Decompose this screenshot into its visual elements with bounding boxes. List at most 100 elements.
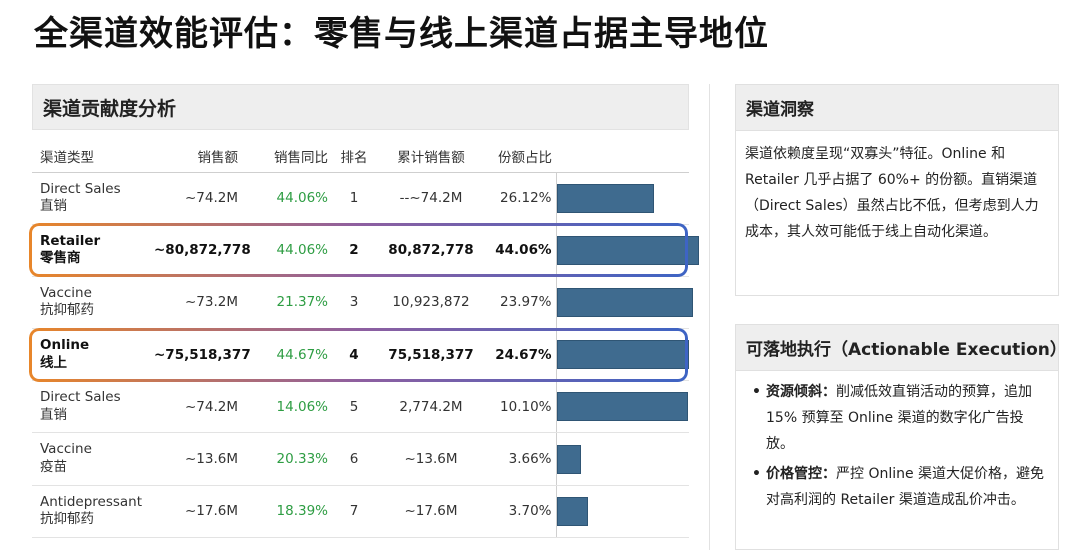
channel-name-zh: 零售商 (40, 250, 81, 267)
cell-channel-name: Antidepressant 抗抑郁药 (32, 485, 150, 538)
cell-yoy: 14.06% (242, 380, 332, 434)
channel-name-zh: 抗抑郁药 (40, 511, 94, 528)
share-bar (556, 287, 693, 317)
channel-name-en: Vaccine (40, 284, 92, 301)
cell-yoy: 44.06% (242, 224, 332, 277)
action-item-label: 资源倾斜： (766, 384, 836, 400)
cell-cumulative: 2,774.2M (376, 380, 486, 434)
col-header-name: 渠道类型 (32, 140, 150, 173)
table-header-row: 渠道类型 销售额 销售同比 排名 累计销售额 份额占比 (32, 140, 689, 173)
cell-channel-name: Direct Sales 直销 (32, 380, 150, 434)
channel-name-en: Antidepressant (40, 493, 143, 510)
share-bar (556, 444, 581, 474)
cell-share-bar (555, 380, 689, 434)
cell-rank: 6 (332, 432, 376, 486)
cell-channel-name: Vaccine 抗抑郁药 (32, 276, 150, 330)
cell-cumulative: ~17.6M (376, 485, 486, 538)
action-item-label: 价格管控： (766, 466, 836, 482)
col-header-cumulative: 累计销售额 (376, 140, 486, 173)
table-row-highlighted: Online 线上 ~75,518,377 44.67% 4 75,518,377 24.6… (32, 328, 689, 382)
channel-name-en: Direct Sales (40, 180, 121, 197)
cell-rank: 2 (332, 224, 376, 277)
cell-yoy: 18.39% (242, 485, 332, 538)
cell-rank: 7 (332, 485, 376, 538)
cell-rank: 3 (332, 276, 376, 330)
cell-share: 24.67% (486, 328, 556, 382)
channel-name-en: Retailer (40, 232, 101, 249)
panel-header: 渠道贡献度分析 (32, 84, 689, 130)
table-row: Antidepressant 抗抑郁药 ~17.6M 18.39% 7 ~17.6M 3.7… (32, 485, 689, 538)
cell-sales: ~74.2M (150, 380, 242, 434)
share-bar (556, 496, 588, 526)
cell-sales: ~80,872,778 (150, 224, 251, 277)
col-header-rank: 排名 (332, 140, 376, 173)
table-row: Direct Sales 直销 ~74.2M 44.06% 1 --~74.2M 26.12… (32, 172, 689, 225)
channel-name-en: Vaccine (40, 441, 92, 458)
channel-name-zh: 疫苗 (40, 459, 67, 476)
cell-share: 3.66% (486, 432, 556, 486)
cell-cumulative: ~13.6M (376, 432, 486, 486)
channel-name-en: Online (40, 337, 90, 354)
channel-name-zh: 直销 (40, 406, 67, 423)
cell-share-bar (555, 224, 699, 277)
channel-table: 渠道类型 销售额 销售同比 排名 累计销售额 份额占比 Direct Sales… (32, 140, 699, 538)
cell-channel-name: Online 线上 (32, 328, 150, 382)
cell-sales: ~73.2M (150, 276, 242, 330)
cell-share: 10.10% (486, 380, 556, 434)
channel-name-en: Direct Sales (40, 389, 121, 406)
action-item-text: 削减低效直销活动的预算，追加 15% 预算至 Online 渠道的数字化广告投放… (766, 384, 1032, 452)
col-header-yoy: 销售同比 (242, 140, 332, 173)
table-row: Direct Sales 直销 ~74.2M 14.06% 5 2,774.2M 10.10… (32, 380, 689, 434)
cell-yoy: 21.37% (242, 276, 332, 330)
share-bar (556, 235, 699, 265)
cell-cumulative: 10,923,872 (376, 276, 486, 330)
cell-share: 23.97% (486, 276, 556, 330)
channel-name-zh: 抗抑郁药 (40, 302, 94, 319)
insight-text: 渠道依赖度呈现“双寡头”特征。Online 和 Retailer 几乎占据了 6… (745, 146, 1039, 240)
table-body: Direct Sales 直销 ~74.2M 44.06% 1 --~74.2M 26.12… (32, 172, 699, 538)
cell-share: 44.06% (486, 224, 556, 277)
cell-yoy: 44.67% (242, 328, 332, 382)
cell-share: 3.70% (486, 485, 556, 538)
insight-card-header: 渠道洞察 (736, 85, 1058, 131)
cell-share-bar (555, 485, 689, 538)
col-header-share: 份额占比 (486, 140, 556, 173)
cell-sales: ~13.6M (150, 432, 242, 486)
action-item: 资源倾斜：削减低效直销活动的预算，追加 15% 预算至 Online 渠道的数字… (752, 379, 1050, 457)
cell-share-bar (555, 276, 693, 330)
cell-sales: ~75,518,377 (150, 328, 251, 382)
action-card-header: 可落地执行（Actionable Execution） (736, 325, 1067, 371)
cell-cumulative: 75,518,377 (376, 328, 486, 382)
cell-share-bar (555, 432, 689, 486)
cell-share: 26.12% (486, 172, 556, 225)
cell-rank: 5 (332, 380, 376, 434)
cell-share-bar (555, 328, 689, 382)
share-bar (556, 183, 654, 213)
cell-channel-name: Vaccine 疫苗 (32, 432, 150, 486)
share-bar (556, 340, 689, 370)
table-row: Vaccine 抗抑郁药 ~73.2M 21.37% 3 10,923,872 23.97% (32, 276, 693, 330)
cell-sales: ~17.6M (150, 485, 242, 538)
cell-channel-name: Retailer 零售商 (32, 224, 150, 277)
channel-name-zh: 线上 (40, 354, 67, 371)
col-header-sales: 销售额 (150, 140, 242, 173)
cell-cumulative: 80,872,778 (376, 224, 486, 277)
action-item-text: 严控 Online 渠道大促价格，避免对高利润的 Retailer 渠道造成乱价… (766, 466, 1045, 508)
cell-yoy: 44.06% (242, 172, 332, 225)
table-row: Vaccine 疫苗 ~13.6M 20.33% 6 ~13.6M 3.66% (32, 432, 689, 486)
action-list: 资源倾斜：削减低效直销活动的预算，追加 15% 预算至 Online 渠道的数字… (736, 371, 1058, 513)
cell-cumulative: --~74.2M (376, 172, 486, 225)
page-title: 全渠道效能评估：零售与线上渠道占据主导地位 (34, 14, 769, 54)
cell-yoy: 20.33% (242, 432, 332, 486)
col-header-bar (556, 140, 689, 173)
cell-rank: 4 (332, 328, 376, 382)
action-item: 价格管控：严控 Online 渠道大促价格，避免对高利润的 Retailer 渠… (752, 461, 1050, 513)
channel-name-zh: 直销 (40, 198, 67, 215)
table-row-highlighted: Retailer 零售商 ~80,872,778 44.06% 2 80,872,778 4… (32, 224, 699, 277)
insight-card: 渠道洞察 渠道依赖度呈现“双寡头”特征。Online 和 Retailer 几乎… (735, 84, 1059, 296)
share-bar (556, 392, 688, 422)
cell-channel-name: Direct Sales 直销 (32, 172, 150, 225)
cell-share-bar (555, 172, 689, 225)
vertical-divider (709, 84, 710, 550)
action-card: 可落地执行（Actionable Execution） 资源倾斜：削减低效直销活… (735, 324, 1067, 550)
